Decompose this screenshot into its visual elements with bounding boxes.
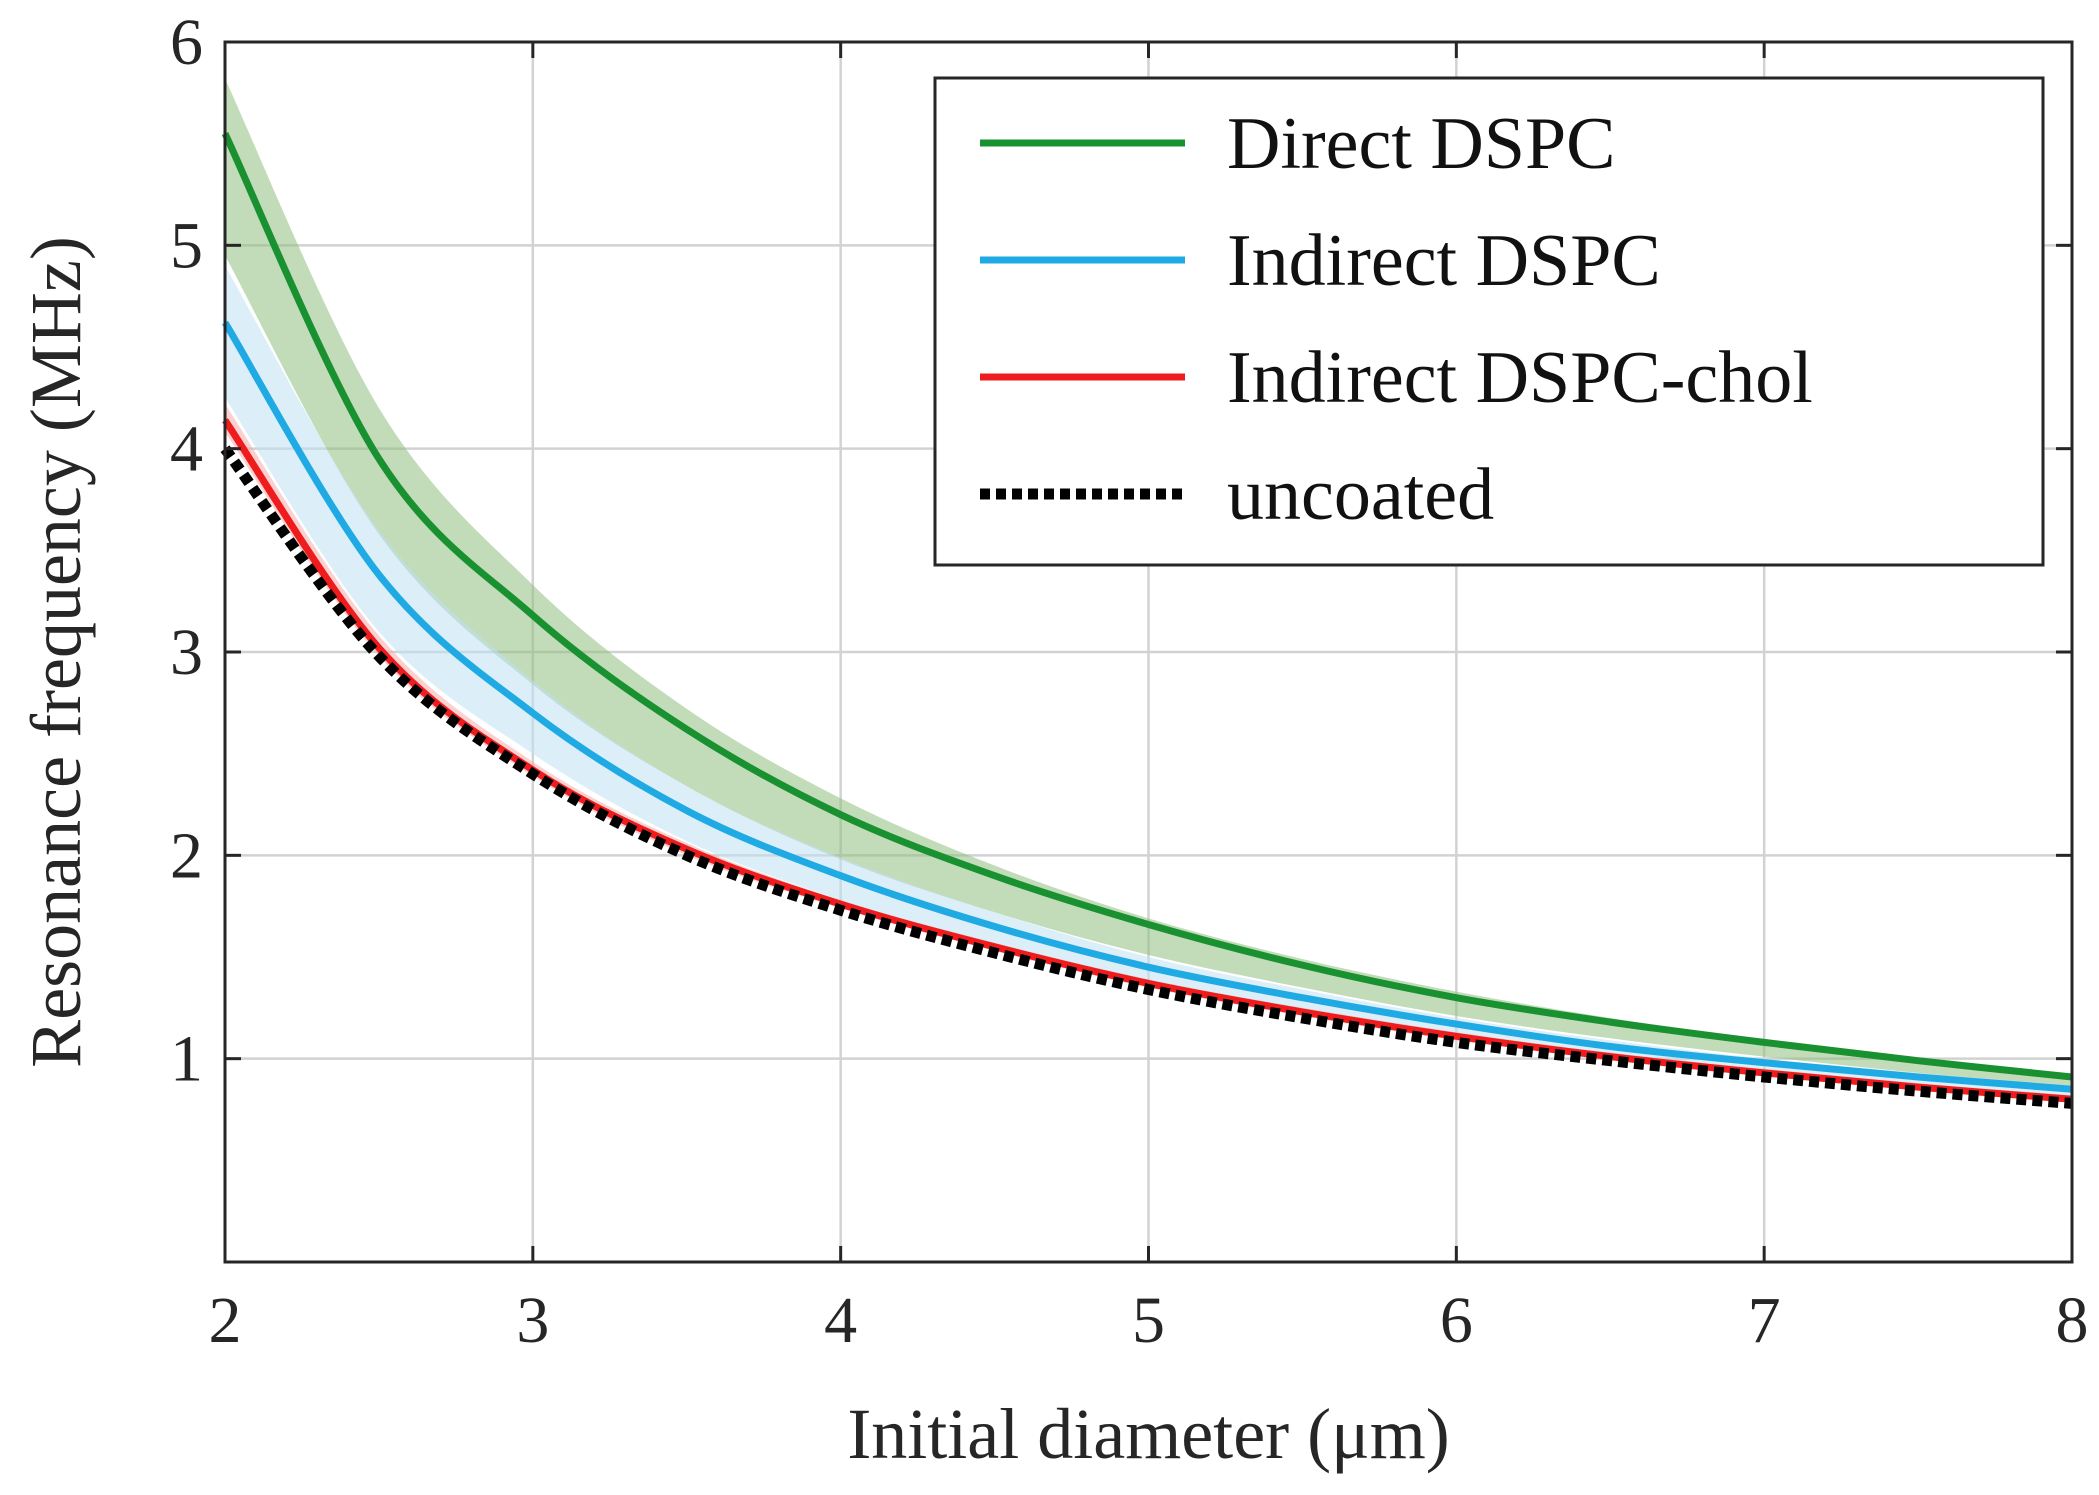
indirect-dspc-line — [222, 320, 2073, 1093]
y-axis-label: Resonance frequency (MHz) — [16, 236, 96, 1068]
x-tick-label: 8 — [2056, 1284, 2089, 1357]
y-tick-label: 4 — [170, 413, 203, 486]
y-tick-label: 1 — [170, 1023, 203, 1096]
uncoated-legend-label: uncoated — [1227, 454, 1494, 536]
indirect-dspc-legend-label: Indirect DSPC — [1227, 220, 1661, 302]
axis-ticks: 2 3 4 5 6 7 8 1 2 3 4 5 6 — [170, 6, 2089, 1357]
y-tick-label: 2 — [170, 819, 203, 892]
indirect-dspc-chol-legend-label: Indirect DSPC-chol — [1227, 337, 1813, 419]
uncoated-line — [220, 445, 2073, 1109]
y-tick-label: 6 — [170, 6, 203, 79]
legend: Direct DSPC Indirect DSPC Indirect DSPC-ch… — [933, 76, 2045, 567]
direct-dspc-legend-label: Direct DSPC — [1227, 103, 1616, 185]
series-lines — [220, 132, 2073, 1109]
y-tick-label: 3 — [170, 616, 203, 689]
x-tick-label: 7 — [1748, 1284, 1781, 1357]
x-tick-label: 5 — [1132, 1284, 1165, 1357]
x-axis-label: Initial diameter (μm) — [847, 1394, 1449, 1474]
y-tick-label: 5 — [170, 209, 203, 282]
x-tick-label: 4 — [824, 1284, 857, 1357]
x-tick-label: 6 — [1440, 1284, 1473, 1357]
x-tick-label: 3 — [516, 1284, 549, 1357]
x-tick-label: 2 — [209, 1284, 242, 1357]
legend-box — [933, 76, 2045, 567]
direct-dspc-line — [221, 132, 2073, 1081]
